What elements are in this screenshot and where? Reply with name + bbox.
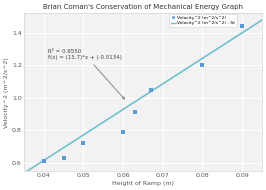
Point [240,25,244,28]
Point [133,111,137,114]
Y-axis label: Velocity^2 (m^2/s^2): Velocity^2 (m^2/s^2) [4,57,9,127]
Point [149,88,153,91]
Text: R² = 0.9550
f(x) = (15.7)*x + (-0.0134): R² = 0.9550 f(x) = (15.7)*x + (-0.0134) [48,49,124,99]
Point [200,64,205,67]
Point [61,156,66,159]
Point [41,160,46,163]
Point [121,131,125,134]
X-axis label: Height of Ramp (m): Height of Ramp (m) [112,181,174,186]
Title: Brian Coman's Conservation of Mechanical Energy Graph: Brian Coman's Conservation of Mechanical… [43,4,243,10]
Legend: Velocity^2 (m^2/s^2), Velocity^2 (m^2/s^2) - fit: Velocity^2 (m^2/s^2), Velocity^2 (m^2/s^… [169,14,237,27]
Point [81,142,85,145]
